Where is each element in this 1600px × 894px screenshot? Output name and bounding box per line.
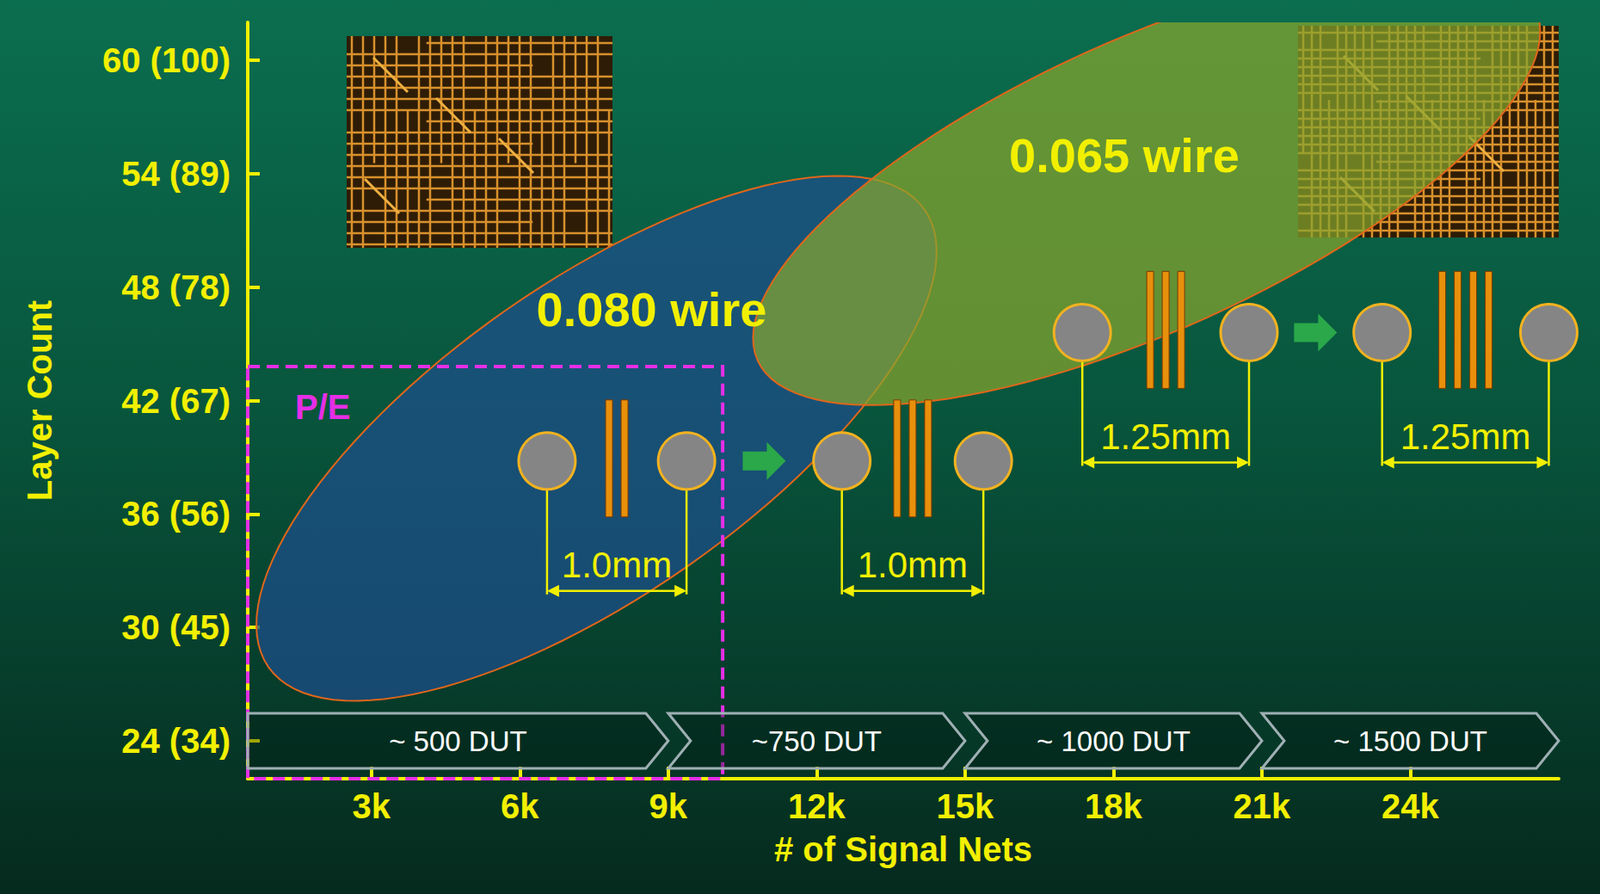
svg-text:21k: 21k (1233, 787, 1292, 825)
svg-text:1.25mm: 1.25mm (1100, 416, 1231, 457)
svg-text:12k: 12k (787, 787, 846, 825)
svg-text:~ 1500 DUT: ~ 1500 DUT (1333, 725, 1488, 757)
svg-text:1.25mm: 1.25mm (1400, 416, 1532, 457)
svg-text:36 (56): 36 (56) (121, 494, 231, 533)
svg-text:1.0mm: 1.0mm (561, 544, 672, 585)
svg-text:1.0mm: 1.0mm (857, 544, 968, 585)
svg-text:24 (34): 24 (34) (121, 721, 231, 760)
svg-text:24k: 24k (1381, 787, 1440, 825)
svg-text:18k: 18k (1084, 787, 1143, 825)
svg-text:48 (78): 48 (78) (121, 268, 231, 307)
svg-text:54 (89): 54 (89) (121, 154, 231, 193)
svg-text:9k: 9k (649, 787, 689, 825)
svg-text:~ 1000 DUT: ~ 1000 DUT (1036, 725, 1191, 757)
svg-text:~750 DUT: ~750 DUT (751, 725, 882, 757)
svg-text:0.065 wire: 0.065 wire (1009, 128, 1240, 183)
svg-text:Layer Count: Layer Count (20, 300, 59, 501)
svg-text:P/E: P/E (295, 387, 351, 426)
svg-text:0.080 wire: 0.080 wire (536, 282, 768, 337)
svg-text:15k: 15k (936, 787, 995, 825)
svg-text:60 (100): 60 (100) (102, 41, 231, 80)
svg-text:42 (67): 42 (67) (121, 381, 231, 420)
svg-text:~ 500 DUT: ~ 500 DUT (388, 725, 528, 757)
svg-text:6k: 6k (500, 787, 540, 825)
svg-text:# of Signal Nets: # of Signal Nets (774, 830, 1033, 868)
svg-text:30 (45): 30 (45) (121, 608, 231, 647)
svg-text:3k: 3k (352, 787, 392, 825)
